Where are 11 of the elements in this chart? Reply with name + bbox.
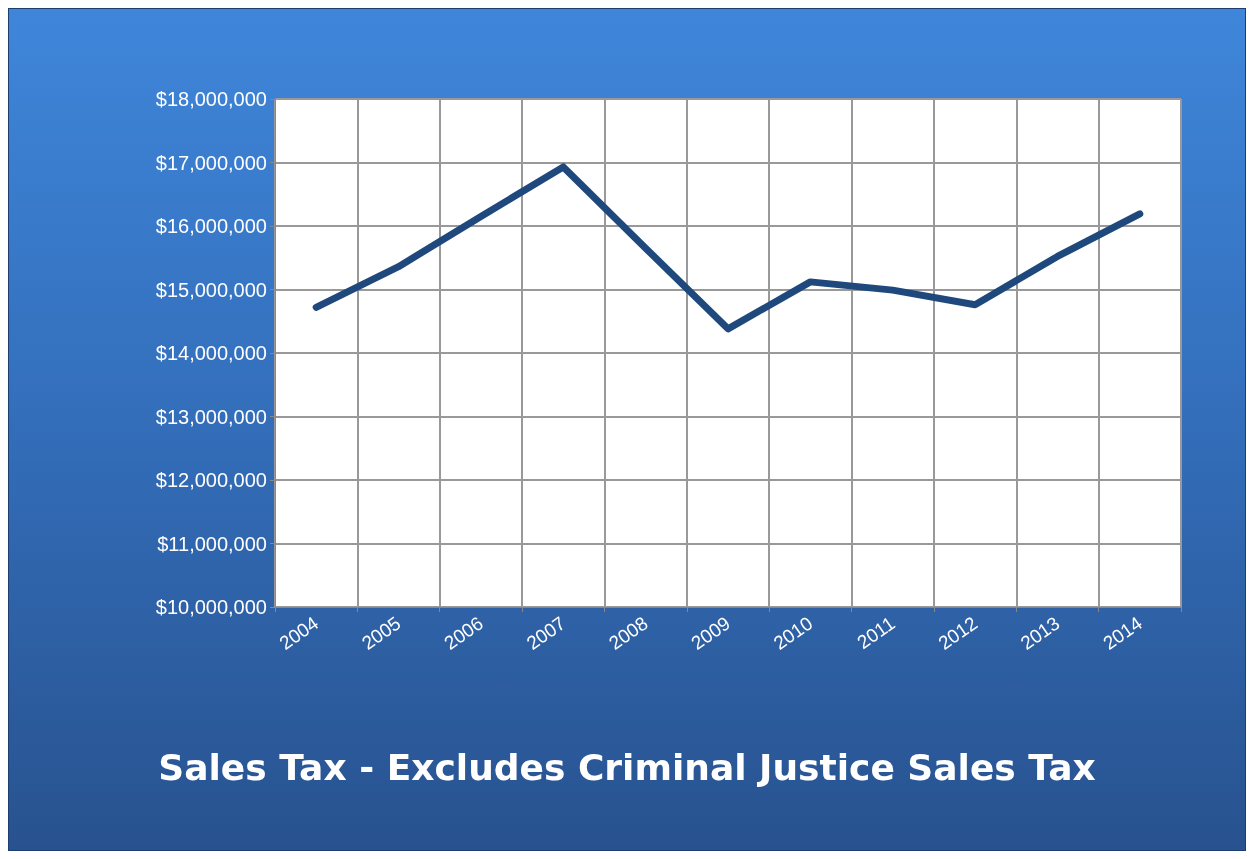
y-tick-label: $15,000,000 bbox=[155, 278, 267, 301]
y-tick-label: $13,000,000 bbox=[155, 405, 267, 428]
y-tick-label: $17,000,000 bbox=[155, 151, 267, 174]
y-tick-label: $12,000,000 bbox=[155, 469, 267, 491]
x-tick-label: 2011 bbox=[853, 612, 899, 654]
y-tick-label: $10,000,000 bbox=[155, 596, 267, 618]
y-tick-label: $18,000,000 bbox=[155, 88, 267, 110]
y-tick-label: $16,000,000 bbox=[155, 215, 267, 237]
y-tick-label: $11,000,000 bbox=[157, 532, 267, 555]
text: Sales Tax - Excludes Criminal Justice Sales Tax bbox=[158, 746, 1096, 788]
y-tick-label: $14,000,000 bbox=[155, 342, 267, 364]
